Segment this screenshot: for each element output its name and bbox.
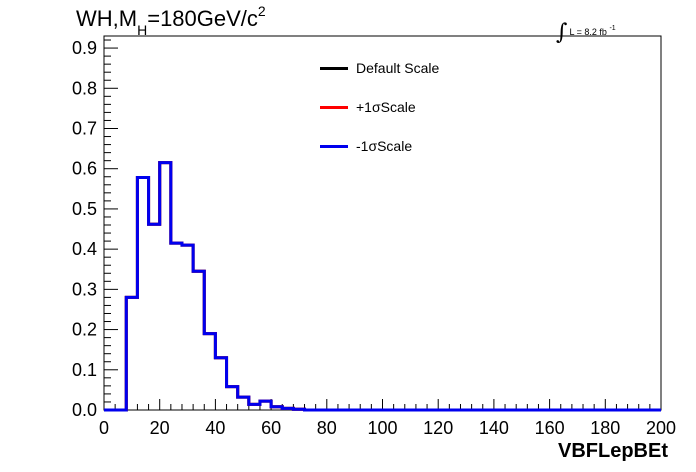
x-tick-label: 20 [150, 418, 170, 438]
legend-item-plus1sigma: +1σScale [320, 97, 416, 117]
legend-label-minus1sigma: -1σScale [356, 138, 413, 154]
legend-label-default: Default Scale [356, 60, 440, 76]
luminosity-label: ∫ L = 8.2 fb -1 [556, 16, 616, 45]
x-tick-label: 120 [423, 418, 453, 438]
y-tick-label: 0.4 [72, 239, 97, 259]
series-default-scale [104, 161, 661, 412]
x-tick-label: 140 [479, 418, 509, 438]
title-subscript: H [137, 22, 148, 38]
x-tick-label: 0 [99, 418, 109, 438]
series-plus1sigma-scale [104, 161, 661, 412]
x-tick-label: 80 [317, 418, 337, 438]
luminosity-text: L = 8.2 fb [569, 27, 607, 37]
y-tick-label: 0.7 [72, 118, 97, 138]
y-tick-label: 0.9 [72, 38, 97, 58]
y-tick-label: 0.6 [72, 159, 97, 179]
chart-title: WH,MH=180GeV/c2 [76, 3, 266, 38]
y-tick-label: 0.8 [72, 78, 97, 98]
plot-frame [103, 35, 662, 411]
y-tick-label: 0.5 [72, 199, 97, 219]
legend-swatch-plus1sigma [320, 105, 348, 109]
legend-item-minus1sigma: -1σScale [320, 136, 412, 156]
title-superscript: 2 [257, 3, 266, 19]
legend-item-default: Default Scale [320, 58, 439, 78]
legend-label-plus1sigma: +1σScale [356, 99, 416, 115]
legend-swatch-default [320, 66, 348, 70]
x-tick-label: 200 [646, 418, 676, 438]
x-axis-label: VBFLepBEt [558, 440, 668, 462]
x-tick-label: 180 [590, 418, 620, 438]
x-tick-label: 40 [205, 418, 225, 438]
x-tick-label: 160 [535, 418, 565, 438]
y-tick-label: 0.0 [72, 400, 97, 420]
legend-swatch-minus1sigma [320, 144, 348, 148]
y-tick-label: 0.2 [72, 320, 97, 340]
y-tick-label: 0.3 [72, 279, 97, 299]
series-minus1sigma-scale [104, 161, 661, 412]
x-tick-label: 60 [261, 418, 281, 438]
x-tick-label: 100 [367, 418, 397, 438]
integral-symbol: ∫ [556, 20, 568, 45]
y-tick-label: 0.1 [72, 360, 97, 380]
luminosity-superscript: -1 [609, 25, 616, 32]
